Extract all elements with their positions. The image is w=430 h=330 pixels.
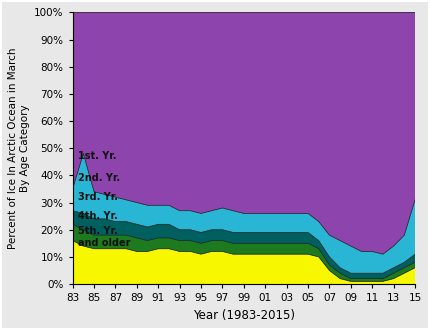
Y-axis label: Percent of Ice In Arctic Ocean in March
By Age Category: Percent of Ice In Arctic Ocean in March … xyxy=(8,48,30,249)
Text: 1st. Yr.: 1st. Yr. xyxy=(78,151,117,161)
Text: 4th. Yr.: 4th. Yr. xyxy=(78,211,118,221)
Text: 5th. Yr.
and older: 5th. Yr. and older xyxy=(78,226,130,248)
Text: 3rd. Yr.: 3rd. Yr. xyxy=(78,192,118,202)
X-axis label: Year (1983-2015): Year (1983-2015) xyxy=(193,309,295,322)
Text: 2nd. Yr.: 2nd. Yr. xyxy=(78,173,120,183)
